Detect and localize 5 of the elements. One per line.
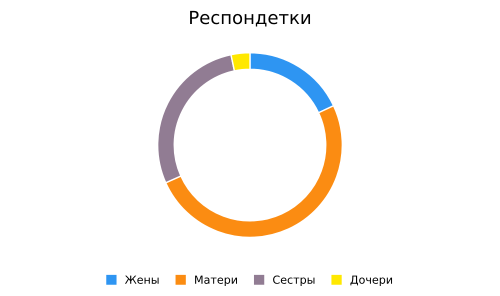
legend-label: Сестры (273, 275, 314, 286)
legend-label: Жены (124, 276, 159, 284)
chart-title: Респондетки (190, 10, 310, 27)
legend-label: Матери (195, 276, 237, 286)
legend-label: Дочери (350, 276, 392, 286)
